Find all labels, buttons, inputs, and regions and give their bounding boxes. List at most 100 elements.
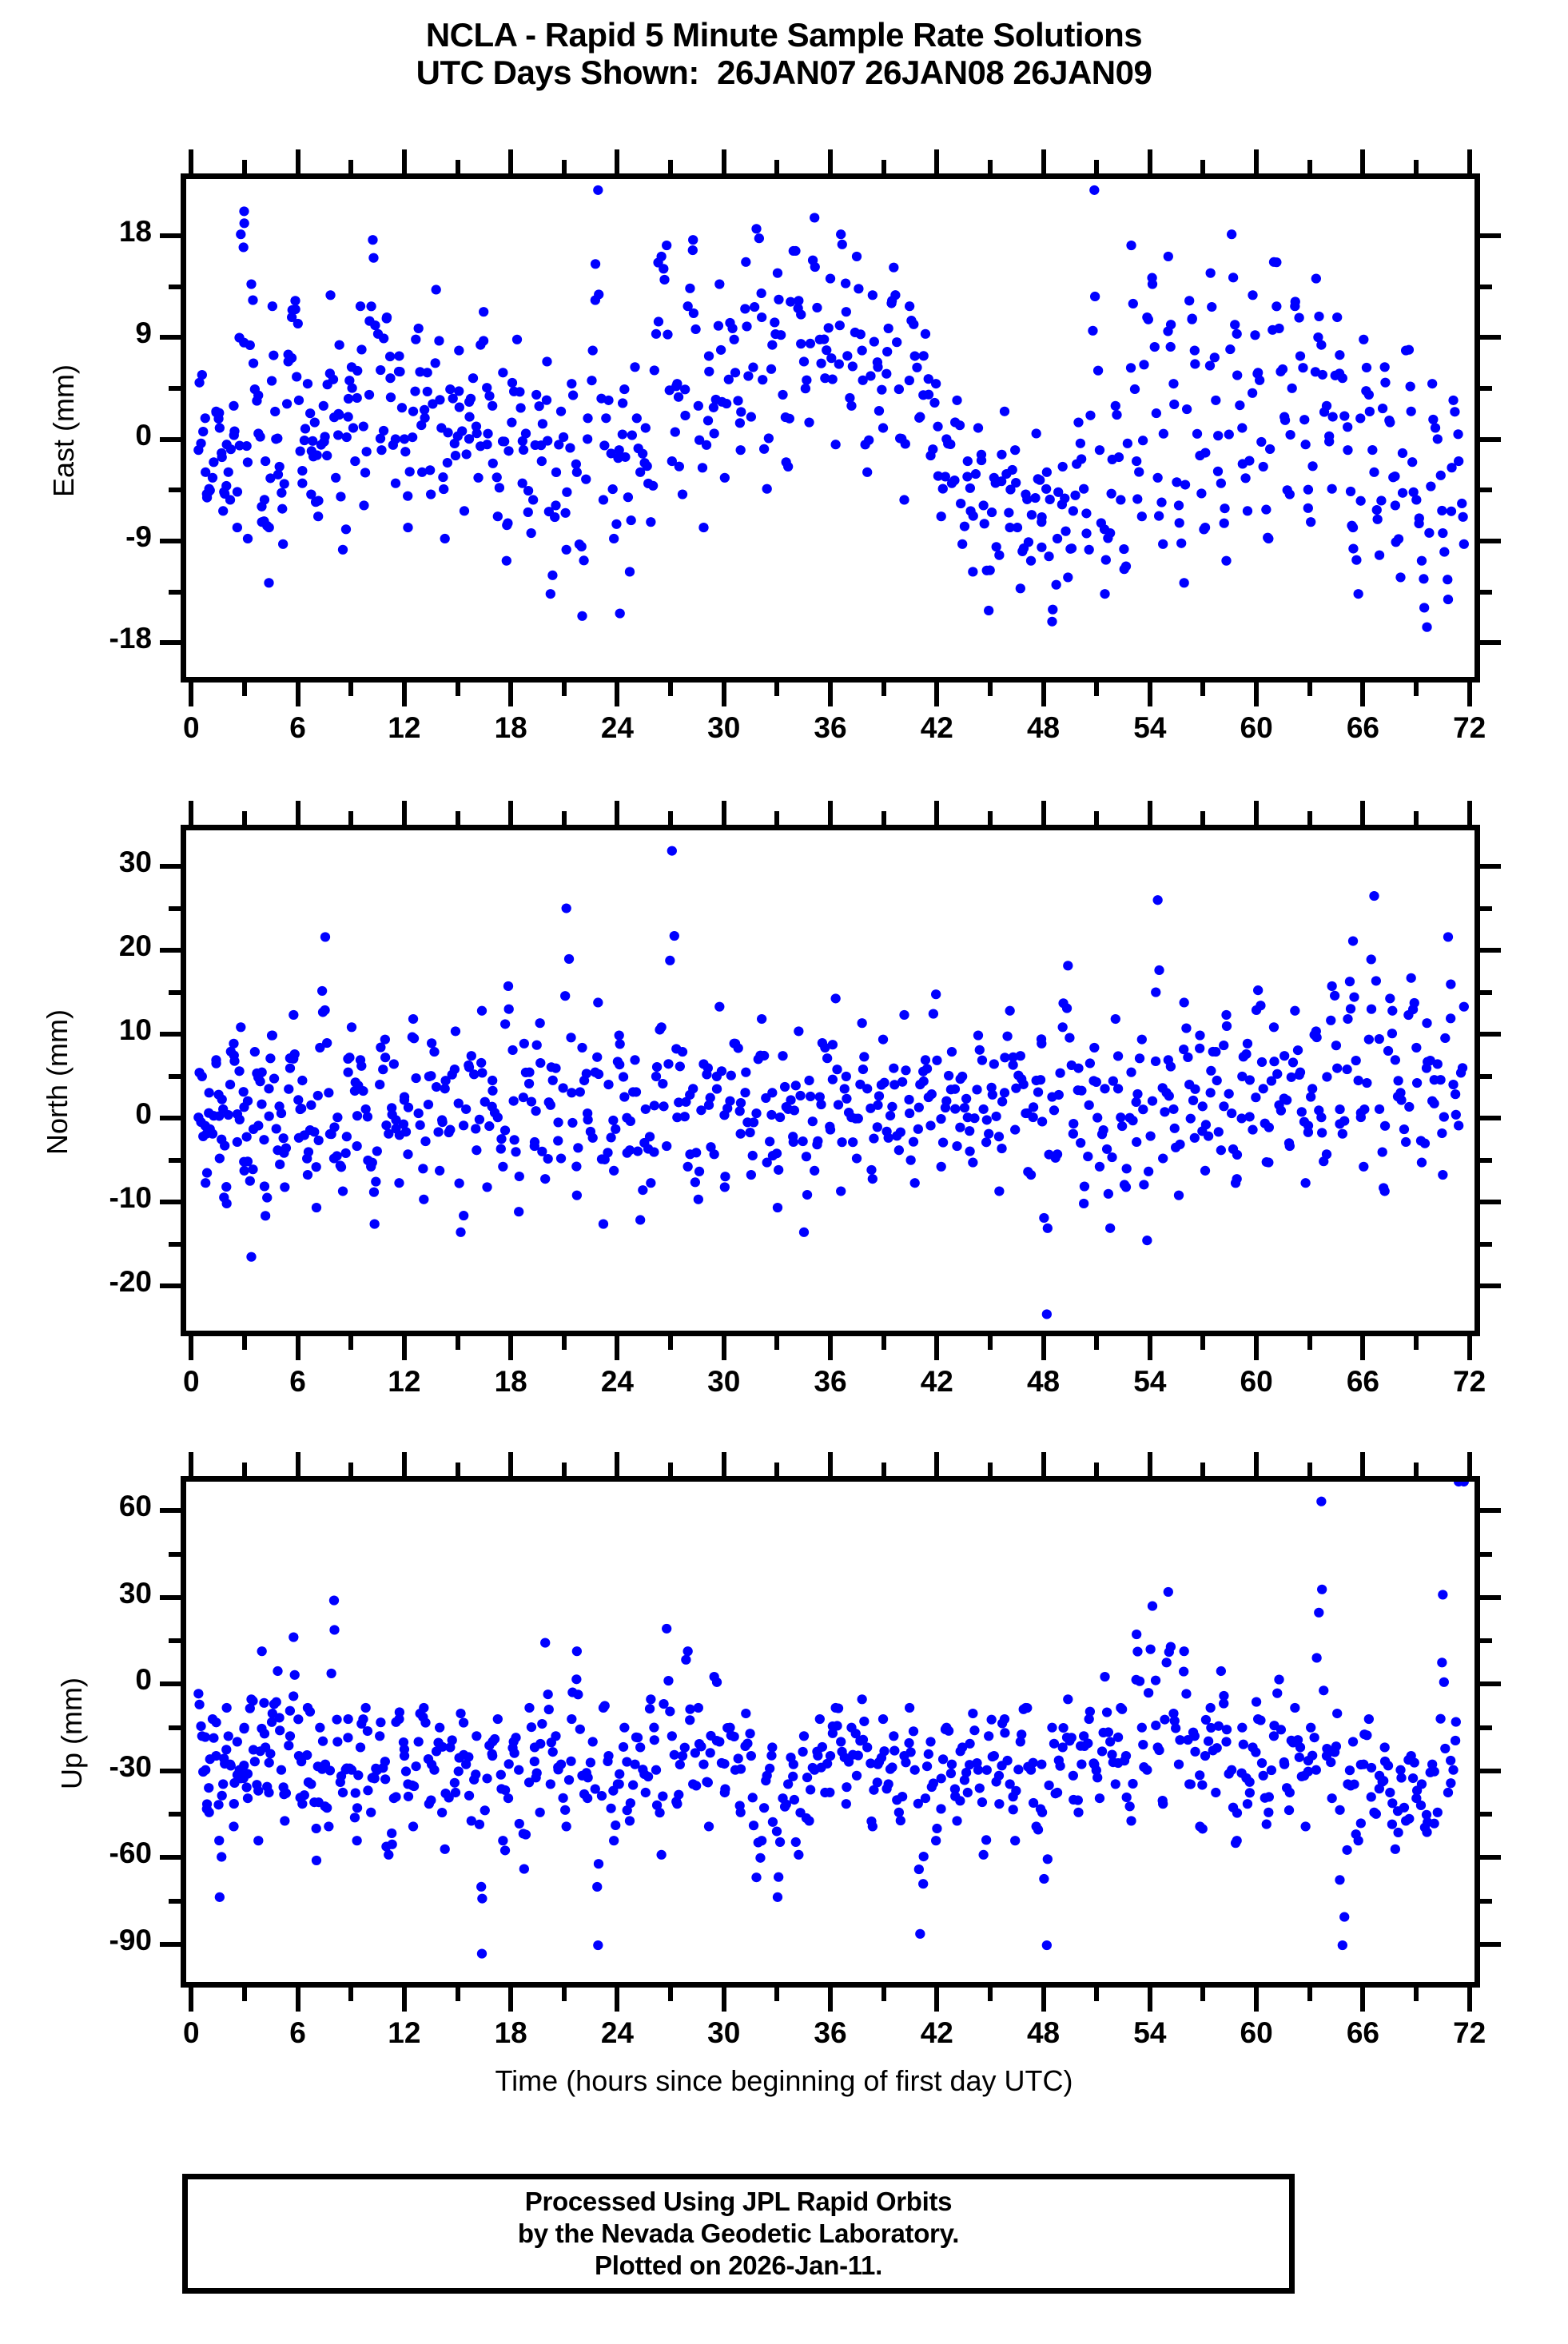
data-point [431, 1081, 442, 1092]
data-point [941, 1096, 952, 1106]
data-point [430, 358, 440, 368]
data-point [928, 1009, 939, 1019]
data-point [471, 1124, 481, 1134]
data-point [381, 1120, 392, 1131]
data-point [747, 1793, 758, 1803]
axis-tick [348, 811, 354, 825]
axis-tick [1360, 683, 1366, 706]
data-point [511, 1147, 521, 1157]
axis-tick [508, 801, 514, 825]
data-point [242, 1769, 253, 1779]
data-point [1379, 1776, 1389, 1786]
data-point [285, 1705, 296, 1716]
data-point [1279, 415, 1291, 425]
data-point [566, 1033, 576, 1043]
data-point [1459, 1001, 1469, 1012]
data-point [665, 1706, 675, 1717]
data-point [558, 1793, 568, 1803]
data-point [640, 1787, 651, 1798]
data-point [667, 456, 677, 467]
y-tick-label-east-0: 18 [118, 214, 152, 248]
axis-tick [1480, 1283, 1501, 1289]
data-point [878, 1713, 889, 1725]
data-point [928, 444, 938, 455]
data-point [201, 1765, 211, 1775]
data-point [1268, 1022, 1279, 1033]
data-point [425, 489, 436, 499]
data-point [1049, 1105, 1060, 1116]
axis-tick [241, 1336, 247, 1350]
data-point [1450, 1089, 1461, 1100]
data-point [1317, 1128, 1327, 1138]
data-point [1300, 440, 1311, 450]
axis-tick [1307, 811, 1312, 825]
data-point [384, 352, 396, 362]
data-point [573, 1689, 583, 1700]
data-point [274, 461, 285, 472]
data-point [1383, 1045, 1394, 1056]
data-point [1446, 506, 1457, 516]
data-point [242, 1156, 253, 1167]
data-point [986, 1714, 997, 1725]
data-point [472, 1731, 482, 1741]
data-point [284, 1084, 294, 1094]
data-point [592, 1881, 603, 1892]
data-point [387, 1839, 397, 1849]
data-point [993, 1132, 1005, 1142]
data-point [901, 1065, 911, 1076]
data-point [1113, 452, 1124, 463]
data-point [845, 392, 855, 404]
data-point [1253, 985, 1264, 996]
axis-tick [1467, 801, 1472, 825]
data-point [217, 1790, 227, 1801]
data-point [1348, 543, 1359, 554]
data-point [800, 384, 811, 394]
data-point [873, 1100, 883, 1110]
data-point [631, 1087, 642, 1097]
data-point [1395, 1088, 1406, 1098]
axis-tick [1480, 589, 1492, 595]
data-point [783, 1779, 794, 1789]
y-tick-label-up-5: -90 [109, 1923, 152, 1956]
x-tick-label-up-7: 42 [920, 2016, 953, 2049]
data-point [688, 235, 698, 245]
data-point [912, 362, 922, 372]
axis-tick [721, 801, 726, 825]
data-point [1424, 527, 1435, 538]
data-point [955, 1796, 965, 1806]
data-point [531, 1106, 541, 1116]
y-tick-label-east-3: -9 [125, 520, 152, 554]
data-point [1053, 1089, 1064, 1100]
data-point [1292, 1735, 1303, 1745]
data-point [1405, 381, 1415, 392]
data-point [1366, 954, 1376, 965]
axis-tick [615, 149, 620, 173]
axis-tick [1467, 1988, 1472, 2012]
data-point [1393, 1827, 1403, 1838]
data-point [614, 1779, 624, 1789]
data-point [241, 1132, 252, 1142]
data-point [1132, 1629, 1142, 1640]
data-point [742, 1738, 753, 1749]
data-point [267, 1030, 278, 1041]
data-point [1025, 555, 1037, 566]
axis-tick [1480, 233, 1501, 238]
data-point [1345, 1004, 1356, 1014]
data-point [735, 1098, 746, 1108]
data-point [529, 1757, 539, 1767]
data-point [1363, 1034, 1374, 1045]
data-point [667, 1731, 677, 1741]
x-tick-label-east-7: 42 [920, 711, 953, 744]
data-point [681, 1654, 691, 1665]
axis-tick [1094, 1336, 1100, 1350]
data-point [932, 1823, 942, 1834]
data-point [360, 468, 371, 478]
data-point [1393, 534, 1404, 544]
data-point [820, 1042, 830, 1053]
data-point [542, 356, 552, 367]
data-point [1081, 528, 1092, 539]
data-point [1008, 1052, 1018, 1062]
data-point [1036, 1034, 1047, 1045]
data-point [662, 1141, 672, 1152]
data-point [581, 474, 591, 484]
